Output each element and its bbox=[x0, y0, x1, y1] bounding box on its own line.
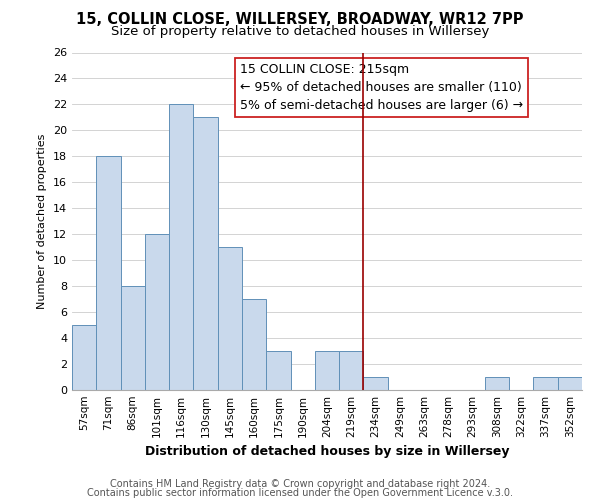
Bar bbox=[169, 104, 193, 390]
Bar bbox=[533, 377, 558, 390]
Bar bbox=[121, 286, 145, 390]
Bar bbox=[266, 351, 290, 390]
Bar bbox=[364, 377, 388, 390]
Text: 15, COLLIN CLOSE, WILLERSEY, BROADWAY, WR12 7PP: 15, COLLIN CLOSE, WILLERSEY, BROADWAY, W… bbox=[76, 12, 524, 28]
Bar bbox=[145, 234, 169, 390]
Bar bbox=[193, 118, 218, 390]
Bar bbox=[242, 299, 266, 390]
Y-axis label: Number of detached properties: Number of detached properties bbox=[37, 134, 47, 309]
Bar bbox=[558, 377, 582, 390]
Text: 15 COLLIN CLOSE: 215sqm
← 95% of detached houses are smaller (110)
5% of semi-de: 15 COLLIN CLOSE: 215sqm ← 95% of detache… bbox=[240, 62, 523, 112]
Bar bbox=[96, 156, 121, 390]
Text: Contains public sector information licensed under the Open Government Licence v.: Contains public sector information licen… bbox=[87, 488, 513, 498]
Text: Size of property relative to detached houses in Willersey: Size of property relative to detached ho… bbox=[111, 25, 489, 38]
Bar bbox=[72, 325, 96, 390]
Bar bbox=[339, 351, 364, 390]
Text: Contains HM Land Registry data © Crown copyright and database right 2024.: Contains HM Land Registry data © Crown c… bbox=[110, 479, 490, 489]
Bar bbox=[485, 377, 509, 390]
Bar bbox=[218, 247, 242, 390]
Bar bbox=[315, 351, 339, 390]
X-axis label: Distribution of detached houses by size in Willersey: Distribution of detached houses by size … bbox=[145, 446, 509, 458]
